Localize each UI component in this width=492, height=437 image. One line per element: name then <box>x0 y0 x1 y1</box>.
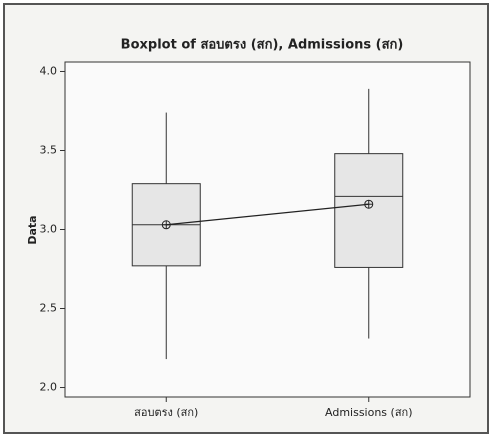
y-tick-label: 3.5 <box>40 143 58 156</box>
mean-marker <box>364 199 374 209</box>
y-tick-label: 2.5 <box>40 302 58 315</box>
y-tick-label: 2.0 <box>40 381 58 394</box>
x-tick-label: Admissions (สก) <box>325 406 413 419</box>
y-tick-label: 3.0 <box>40 223 58 236</box>
plot-frame <box>64 61 471 398</box>
x-tick-label: สอบตรง (สก) <box>134 406 198 419</box>
y-tick-label: 4.0 <box>40 64 58 77</box>
mean-marker <box>161 220 171 230</box>
chart-title: Boxplot of สอบตรง (สก), Admissions (สก) <box>121 38 404 53</box>
mean-connect-line <box>166 203 369 226</box>
y-axis-label: Data <box>26 215 39 244</box>
box <box>334 153 404 268</box>
